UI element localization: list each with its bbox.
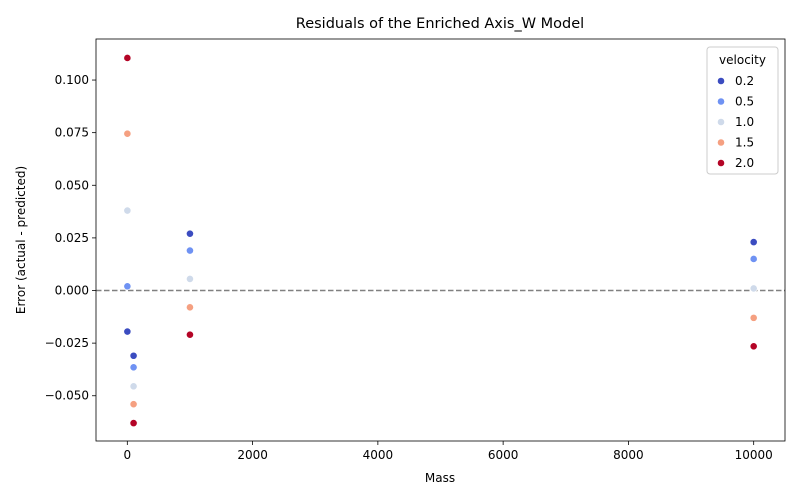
data-point-velocity-2.0-1 [129, 419, 138, 428]
data-point-velocity-1.5-0 [123, 129, 132, 138]
data-point-velocity-0.5-0 [123, 282, 132, 291]
data-point-velocity-0.2-3 [749, 238, 758, 247]
legend-label: 1.0 [735, 115, 754, 129]
data-point-velocity-0.2-1 [129, 351, 138, 360]
x-tick-label: 0 [123, 448, 131, 462]
axes: 0 2000 4000 6000 8000 10000 −0.050 −0.025 0.000 0… [45, 38, 786, 462]
data-point-velocity-0.2-2 [186, 229, 194, 238]
data-point-velocity-1.5-1 [129, 400, 138, 409]
x-tick-label: 10000 [735, 448, 773, 462]
y-tick-label: 0.100 [55, 73, 89, 87]
data-point-velocity-1.5-2 [186, 303, 194, 312]
y-tick-label: −0.025 [45, 336, 89, 350]
y-axis-title: Error (actual - predicted) [14, 166, 28, 314]
data-point-velocity-0.5-1 [129, 363, 138, 372]
data-point-velocity-2.0-2 [186, 330, 194, 339]
legend-title: velocity [719, 53, 766, 67]
x-tick-label: 8000 [613, 448, 644, 462]
y-tick-label: 0.050 [55, 178, 89, 192]
legend-marker [717, 97, 725, 106]
data-point-velocity-1.0-0 [123, 206, 132, 215]
legend-label: 0.2 [735, 74, 754, 88]
plot-area [96, 54, 785, 428]
legend-label: 2.0 [735, 156, 754, 170]
data-point-velocity-0.5-2 [186, 246, 194, 255]
y-tick-label: 0.000 [55, 284, 89, 298]
plot-frame [95, 38, 786, 442]
y-tick-label: −0.050 [45, 389, 89, 403]
y-tick-label: 0.075 [55, 126, 89, 140]
legend: velocity 0.2 0.5 1.0 1.5 2.0 [706, 46, 779, 175]
y-tick-label: 0.025 [55, 231, 89, 245]
data-point-velocity-1.0-1 [129, 382, 138, 391]
x-tick-label: 6000 [488, 448, 519, 462]
legend-label: 0.5 [735, 95, 754, 109]
legend-marker [717, 77, 725, 85]
data-point-velocity-0.5-3 [749, 255, 758, 263]
legend-marker [717, 138, 725, 147]
data-point-velocity-2.0-3 [749, 342, 758, 351]
data-point-velocity-2.0-0 [123, 54, 132, 62]
data-point-velocity-1.0-2 [186, 275, 194, 283]
data-point-velocity-1.5-3 [749, 313, 758, 322]
legend-marker [717, 118, 725, 126]
data-point-velocity-0.2-0 [123, 327, 132, 336]
chart-title: Residuals of the Enriched Axis_W Model [296, 16, 584, 32]
x-tick-label: 2000 [237, 448, 268, 462]
data-point-velocity-1.0-3 [749, 284, 758, 293]
legend-marker [717, 159, 725, 167]
legend-label: 1.5 [735, 136, 754, 150]
x-tick-label: 4000 [363, 448, 394, 462]
x-axis-title: Mass [425, 471, 455, 485]
